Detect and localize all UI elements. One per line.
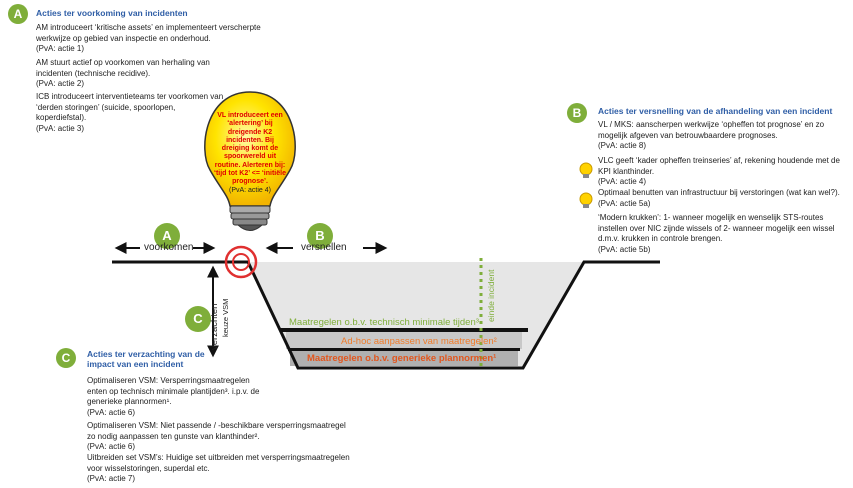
- badge-a: A: [8, 4, 28, 24]
- label-einde-incident: einde incident: [486, 269, 496, 322]
- section-b-item: ‘Modern krukken’: 1- wanneer mogelijk en…: [598, 213, 835, 254]
- lightbulb-icon: [204, 91, 296, 231]
- section-c-item: Uitbreiden set VSM’s: Huidige set uitbre…: [87, 453, 350, 483]
- section-b-title: Acties ter versnelling van de afhandelin…: [598, 106, 833, 116]
- badge-b-diagram: B: [307, 223, 333, 249]
- bulb-text: VL introduceert een ‘alertering’ bij dre…: [214, 112, 286, 194]
- badge-b: B: [567, 103, 587, 123]
- section-b-item: Optimaal benutten van infrastructuur bij…: [598, 188, 840, 208]
- label-verzachten: verzachten: [209, 303, 220, 350]
- section-a-item: AM stuurt actief op voorkomen van herhal…: [36, 58, 210, 88]
- band-bar-adhoc-fill: [286, 332, 522, 349]
- badge-c-diagram: C: [185, 306, 211, 332]
- band-label-adhoc: Ad-hoc aanpassen van maatregelen²: [341, 336, 497, 347]
- section-c-item: Optimaliseren VSM: Versperringsmaatregel…: [87, 376, 260, 417]
- label-versnellen: versnellen: [301, 242, 347, 253]
- band-label-technisch: Maatregelen o.b.v. technisch minimale ti…: [289, 317, 479, 328]
- badge-c: C: [56, 348, 76, 368]
- band-bar-generiek-fill: [290, 351, 518, 366]
- label-keuze-vsm: keuze VSM: [221, 298, 230, 337]
- band-bar-technisch: [280, 328, 528, 332]
- section-c-title: Acties ter verzachting van de impact van…: [87, 349, 205, 369]
- section-a-title: Acties ter voorkoming van incidenten: [36, 8, 188, 18]
- section-c-item: Optimaliseren VSM: Niet passende / -besc…: [87, 421, 346, 451]
- label-voorkomen: voorkomen: [144, 242, 194, 253]
- badge-a-diagram: A: [154, 223, 180, 249]
- small-bulb-icon: [579, 162, 593, 178]
- section-a-item: AM introduceert ‘kritische assets’ en im…: [36, 23, 261, 53]
- section-b-item: VLC geeft ‘kader opheffen treinseries’ a…: [598, 156, 840, 186]
- band-label-generiek: Maatregelen o.b.v. generieke plannormen¹: [307, 353, 497, 364]
- section-b-item: VL / MKS: aanscherpen werkwijze ‘opheffe…: [598, 120, 825, 150]
- band-bar-adhoc: [288, 348, 520, 351]
- small-bulb-icon: [579, 192, 593, 208]
- section-a-item: ICB introduceert interventieteams ter vo…: [36, 92, 224, 133]
- incident-target: [224, 245, 258, 279]
